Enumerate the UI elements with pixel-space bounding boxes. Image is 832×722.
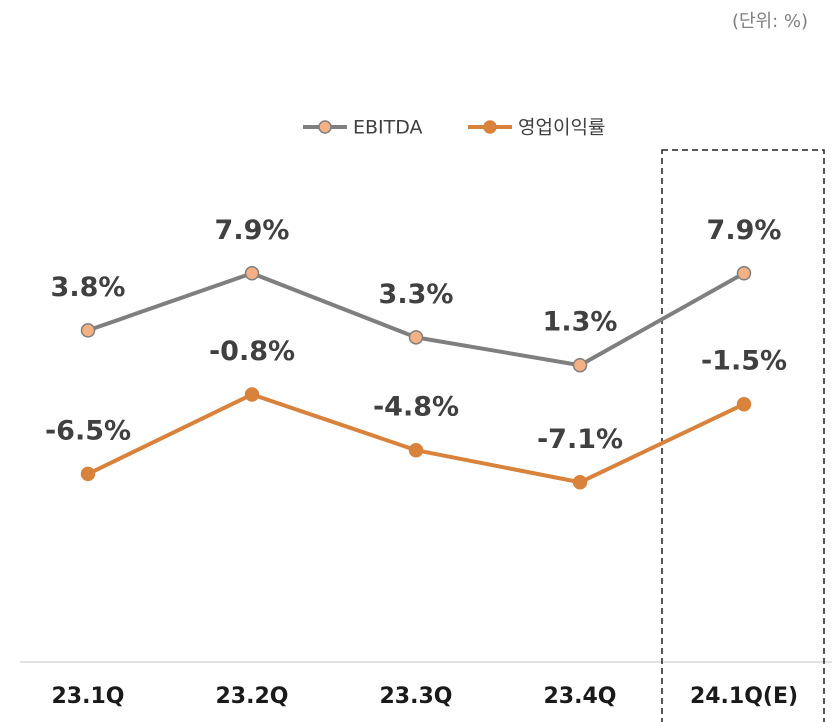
value-label: -0.8%	[209, 336, 295, 367]
point	[244, 266, 260, 281]
value-label: -1.5%	[701, 346, 787, 377]
legend-label: EBITDA	[353, 117, 423, 139]
point	[80, 323, 96, 338]
highlight-box	[661, 149, 825, 722]
value-label: 7.9%	[707, 215, 782, 246]
point	[80, 466, 96, 482]
value-label: 3.3%	[379, 279, 454, 310]
x-tick-label: 23.3Q	[380, 684, 453, 709]
value-label: -7.1%	[537, 424, 623, 455]
point	[736, 396, 752, 412]
x-tick-label: 23.4Q	[544, 684, 617, 709]
point	[736, 266, 752, 281]
value-label: -6.5%	[45, 415, 131, 446]
unit-note: (단위: %)	[732, 11, 808, 32]
value-label: 7.9%	[215, 215, 290, 246]
point	[408, 330, 424, 345]
x-tick-label: 23.2Q	[216, 684, 289, 709]
value-label: 3.8%	[51, 272, 126, 303]
x-tick-label: 24.1Q(E)	[690, 684, 798, 709]
value-label: 1.3%	[543, 307, 618, 338]
x-tick-label: 23.1Q	[52, 684, 125, 709]
point	[572, 475, 588, 490]
point	[408, 442, 424, 458]
value-label: -4.8%	[373, 392, 459, 423]
point	[572, 357, 588, 373]
legend-marker	[483, 120, 497, 134]
legend-marker	[318, 120, 332, 134]
legend-label: 영업이익률	[518, 117, 605, 139]
point	[244, 387, 260, 402]
